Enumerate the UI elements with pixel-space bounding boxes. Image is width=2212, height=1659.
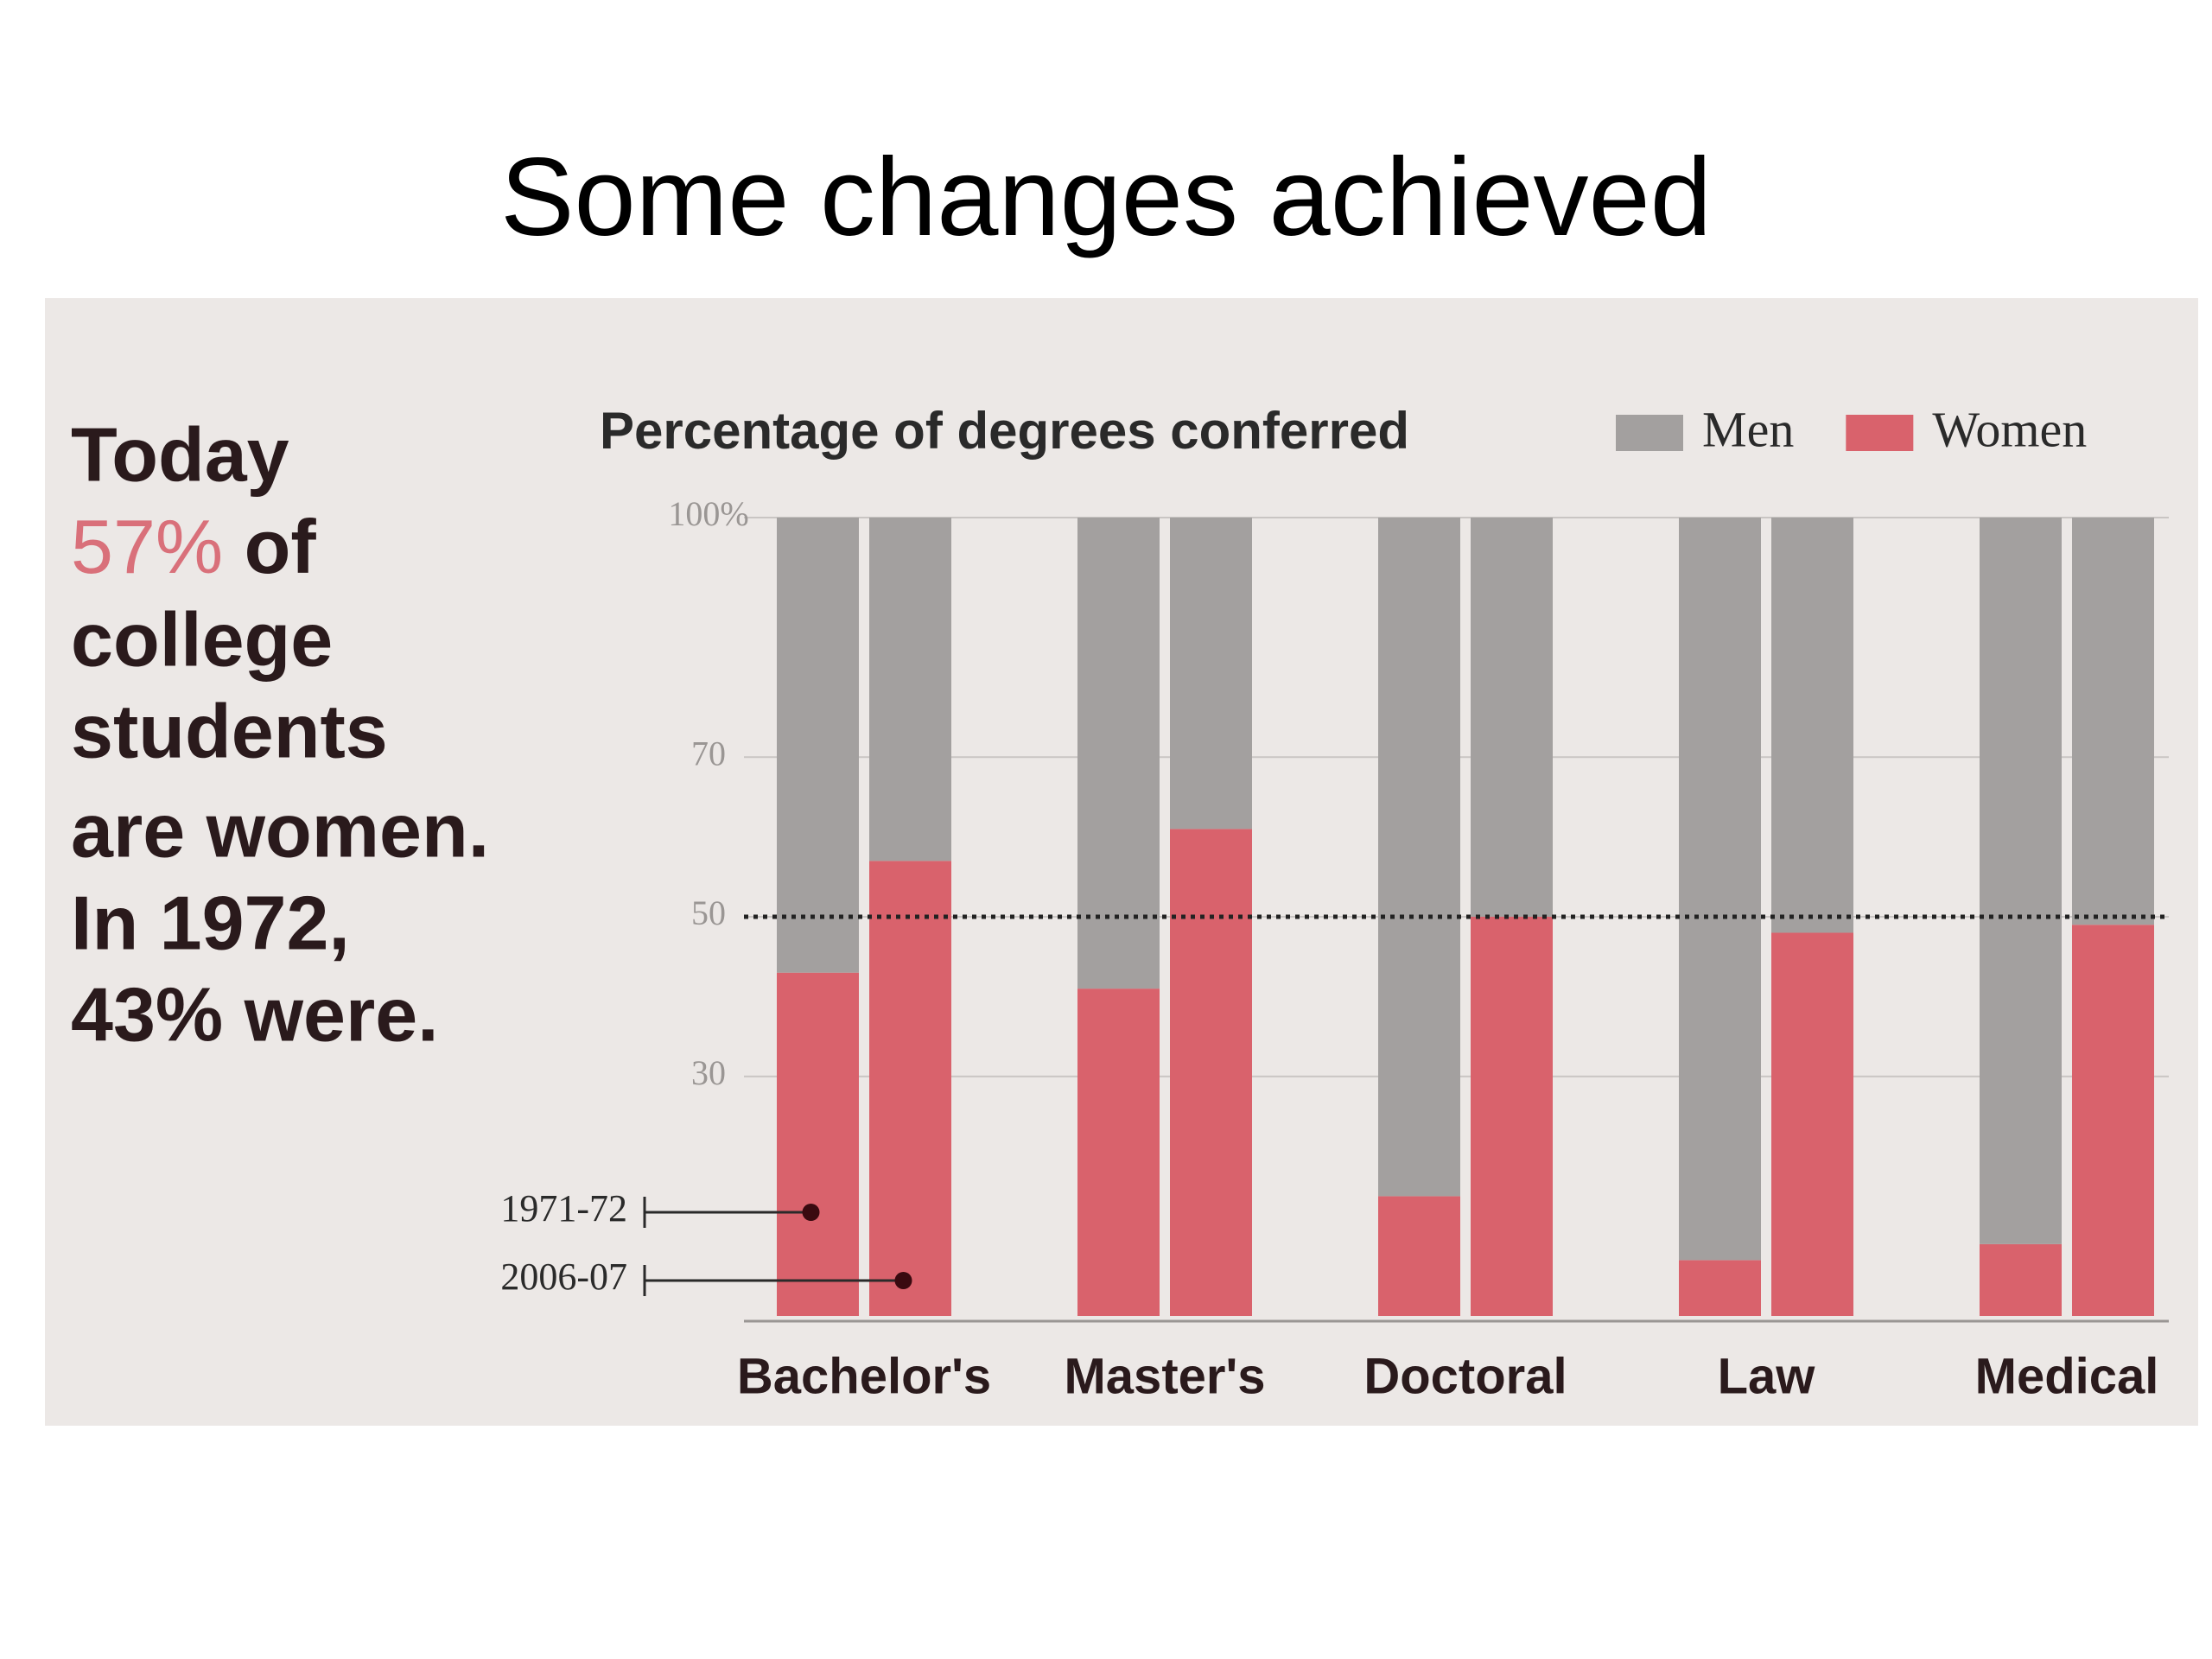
sidebar-line: are women. [71,787,489,873]
bar-segment [1771,932,1853,1316]
sidebar-line: Today [71,411,289,497]
y-tick-label: 50 [691,893,726,932]
legend-label: Men [1702,401,1794,457]
y-tick-label: 30 [691,1053,726,1092]
bar-segment [1679,1260,1761,1316]
bar-segment [1771,518,1853,933]
bar-segment [2072,518,2154,925]
bar-segment [1980,1243,2062,1316]
slide-title: Some changes achieved [500,136,1712,259]
sidebar-line: 57% of [71,504,316,589]
bar-segment [1378,518,1460,1197]
bar-segment [2072,925,2154,1316]
legend-label: Women [1932,401,2087,457]
bar-label: 1971-72 [500,1187,627,1230]
x-tick-label: Doctoral [1363,1348,1567,1404]
highlight: 57% [71,504,223,589]
bar-segment [1170,518,1252,830]
bar-segment [777,518,859,973]
leader-dot [894,1272,912,1289]
sidebar-line: In 1972, [71,880,350,965]
sidebar-line: college [71,596,333,682]
bar-segment [1170,829,1252,1316]
sidebar-line: 43% were. [71,971,439,1057]
bar-segment [1077,988,1160,1316]
bar-segment [1471,917,1553,1316]
x-tick-label: Medical [1975,1348,2159,1404]
sidebar: Today 57% of college students are women.… [71,411,489,1057]
bar-label: 2006-07 [500,1255,627,1298]
bar-segment [869,518,951,861]
sidebar-line: students [71,688,388,773]
bar-segment [1378,1196,1460,1316]
bar-segment [1077,518,1160,989]
leader-dot [802,1204,820,1221]
bar-segment [1679,518,1761,1261]
chart: 30 50 70 100% Bachelor's Master's Doctoral Law M… [500,401,2169,1404]
y-tick-label: 100% [668,494,748,533]
bar-segment [1980,518,2062,1244]
chart-title: Percentage of degrees conferred [600,402,1409,460]
bar-segment [1471,518,1553,917]
x-tick-label: Master's [1064,1348,1265,1404]
y-tick-label: 70 [691,734,726,772]
x-tick-label: Bachelor's [737,1348,991,1404]
word: of [245,504,317,589]
legend-swatch [1616,415,1683,451]
bar-segment [869,861,951,1316]
bar-segment [777,972,859,1316]
legend-swatch [1846,415,1914,451]
x-tick-label: Law [1718,1348,1816,1404]
